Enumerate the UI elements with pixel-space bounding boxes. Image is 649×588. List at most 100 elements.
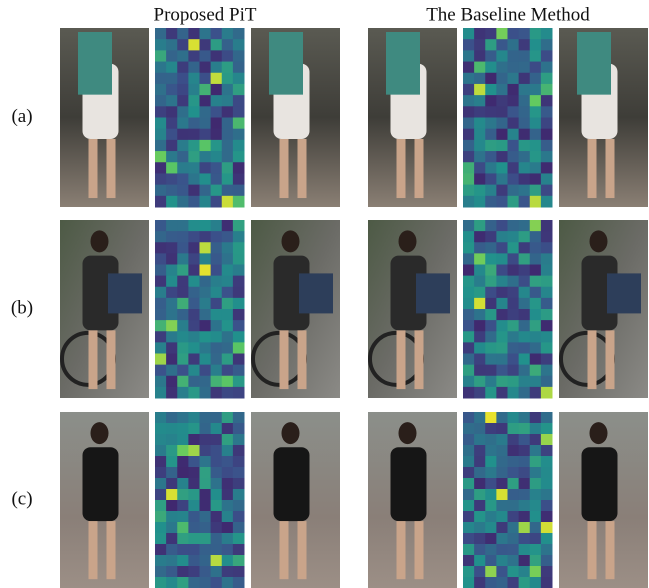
- heatmap-cell: [508, 445, 520, 457]
- heatmap-cell: [200, 577, 212, 588]
- heatmap-cell: [519, 73, 531, 85]
- person-leg: [298, 139, 307, 198]
- heatmap-cell: [233, 456, 245, 468]
- heatmap-cell: [211, 566, 223, 578]
- heatmap-cell: [508, 544, 520, 556]
- heatmap-cell: [222, 354, 234, 366]
- heatmap-cell: [519, 365, 531, 377]
- heatmap-cell: [530, 129, 542, 141]
- heatmap-cell: [541, 196, 553, 208]
- heatmap-cell: [508, 511, 520, 523]
- person-head: [282, 422, 300, 444]
- heatmap-cell: [188, 445, 200, 457]
- heatmap-cell: [155, 118, 167, 130]
- heatmap-cell: [177, 342, 189, 354]
- heatmap-cell: [508, 106, 520, 118]
- heatmap-cell: [155, 253, 167, 265]
- heatmap-cell: [530, 50, 542, 62]
- heatmap-cell: [233, 50, 245, 62]
- heatmap-cell: [188, 511, 200, 523]
- heatmap-cell: [166, 231, 178, 243]
- heatmap-cell: [155, 173, 167, 185]
- heatmap-cell: [211, 423, 223, 435]
- heatmap-cell: [177, 129, 189, 141]
- heatmap-cell: [541, 62, 553, 74]
- heatmap-cell: [211, 522, 223, 534]
- heatmap-cell: [530, 423, 542, 435]
- heatmap-cell: [463, 287, 475, 299]
- person-body: [83, 447, 119, 521]
- heatmap-cell: [188, 478, 200, 490]
- heatmap-cell: [233, 445, 245, 457]
- heatmap-cell: [530, 242, 542, 254]
- heatmap-cell: [530, 95, 542, 107]
- heatmap-cell: [474, 73, 486, 85]
- heatmap-cell: [177, 62, 189, 74]
- person-background: [269, 32, 303, 95]
- heatmap-cell: [211, 365, 223, 377]
- heatmap-cell: [155, 555, 167, 567]
- heatmap-cell: [188, 412, 200, 424]
- heatmap-cell: [496, 467, 508, 479]
- heatmap-cell: [508, 354, 520, 366]
- heatmap-cell: [188, 320, 200, 332]
- heatmap-cell: [519, 412, 531, 424]
- heatmap-cell: [177, 331, 189, 343]
- heatmap-cell: [496, 276, 508, 288]
- heatmap-cell: [188, 173, 200, 185]
- heatmap-cell: [496, 95, 508, 107]
- person-leg: [415, 139, 424, 198]
- heatmap-cell: [177, 544, 189, 556]
- heatmap-cell: [485, 196, 497, 208]
- heatmap-cell: [541, 253, 553, 265]
- heatmap-cell: [496, 265, 508, 277]
- heatmap-cell: [519, 533, 531, 545]
- heatmap-cell: [222, 173, 234, 185]
- heatmap-cell: [211, 106, 223, 118]
- heatmap-cell: [222, 533, 234, 545]
- heatmap-cell: [474, 522, 486, 534]
- heatmap-cell: [496, 434, 508, 446]
- column-header: Proposed PiT: [154, 4, 257, 25]
- heatmap-cell: [463, 331, 475, 343]
- heatmap-cell: [188, 298, 200, 310]
- heatmap-cell: [463, 566, 475, 578]
- heatmap-cell: [485, 220, 497, 232]
- person-leg: [280, 521, 289, 579]
- heatmap-cell: [496, 544, 508, 556]
- heatmap-cell: [541, 173, 553, 185]
- heatmap-cell: [233, 354, 245, 366]
- heatmap-cell: [485, 522, 497, 534]
- heatmap-cell: [463, 129, 475, 141]
- heatmap-cell: [485, 28, 497, 40]
- heatmap-cell: [508, 162, 520, 174]
- heatmap-cell: [155, 265, 167, 277]
- person-leg: [89, 521, 98, 579]
- heatmap-cell: [233, 500, 245, 512]
- heatmap-cell: [200, 231, 212, 243]
- heatmap-cell: [200, 298, 212, 310]
- heatmap-cell: [463, 365, 475, 377]
- heatmap-cell: [188, 162, 200, 174]
- heatmap-cell: [177, 555, 189, 567]
- heatmap-cell: [188, 73, 200, 85]
- heatmap-cell: [485, 533, 497, 545]
- heatmap-cell: [530, 445, 542, 457]
- heatmap-cell: [474, 376, 486, 388]
- heatmap-cell: [233, 478, 245, 490]
- heatmap-cell: [222, 28, 234, 40]
- heatmap-cell: [177, 320, 189, 332]
- heatmap-cell: [508, 456, 520, 468]
- heatmap-cell: [222, 511, 234, 523]
- heatmap-cell: [177, 39, 189, 51]
- heatmap-cell: [166, 577, 178, 588]
- person-leg: [107, 139, 116, 198]
- heatmap-cell: [541, 577, 553, 588]
- heatmap-cell: [177, 577, 189, 588]
- heatmap-cell: [188, 276, 200, 288]
- heatmap-cell: [177, 242, 189, 254]
- heatmap-cell: [177, 500, 189, 512]
- heatmap-cell: [211, 309, 223, 321]
- heatmap-cell: [485, 544, 497, 556]
- heatmap-cell: [155, 331, 167, 343]
